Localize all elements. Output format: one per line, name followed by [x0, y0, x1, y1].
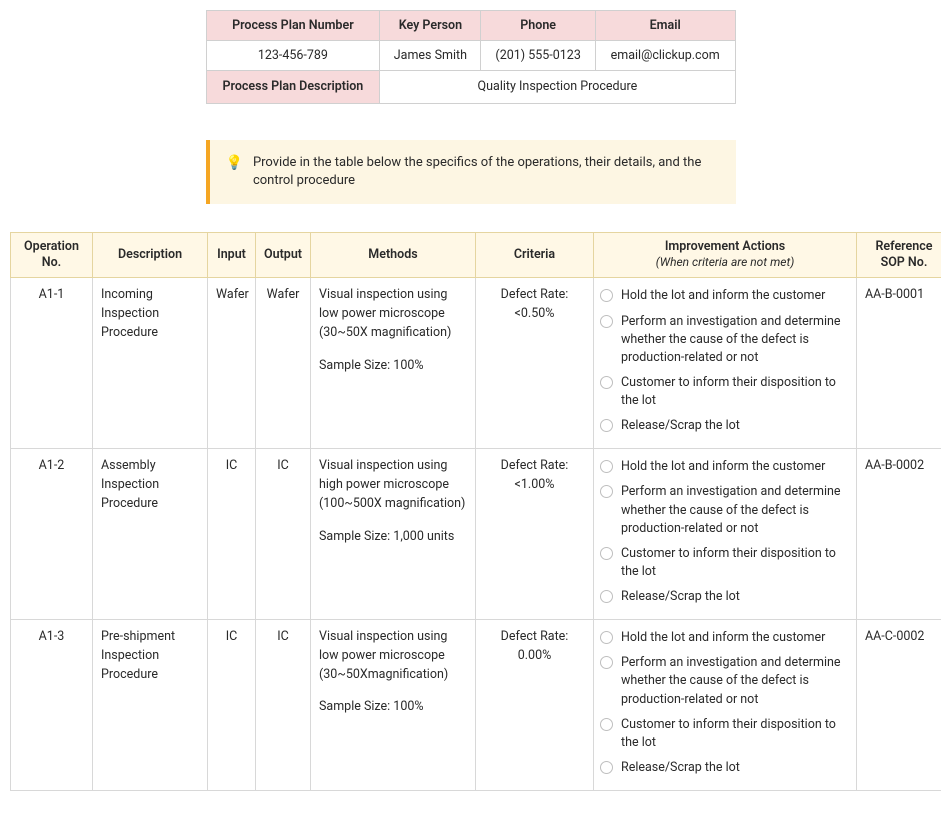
table-row: A1-1Incoming Inspection ProcedureWaferWa…: [11, 278, 941, 449]
radio-icon[interactable]: [600, 376, 613, 389]
action-item: Hold the lot and inform the customer: [600, 287, 850, 305]
op-output: Wafer: [256, 278, 311, 449]
radio-icon[interactable]: [600, 485, 613, 498]
action-item: Customer to inform their disposition to …: [600, 716, 850, 752]
radio-icon[interactable]: [600, 547, 613, 560]
action-text: Customer to inform their disposition to …: [621, 374, 850, 410]
action-item: Customer to inform their disposition to …: [600, 545, 850, 581]
op-actions: Hold the lot and inform the customer Perf…: [594, 620, 857, 791]
op-output: IC: [256, 449, 311, 620]
instruction-callout: 💡 Provide in the table below the specifi…: [206, 140, 736, 204]
process-plan-header-table: Process Plan Number Key Person Phone Ema…: [206, 10, 736, 104]
radio-icon[interactable]: [600, 656, 613, 669]
op-input: Wafer: [208, 278, 256, 449]
action-text: Release/Scrap the lot: [621, 417, 850, 435]
ops-th-1: Description: [93, 232, 208, 278]
op-criteria: Defect Rate:0.00%: [476, 620, 594, 791]
ops-th-7: Reference SOP No.: [857, 232, 941, 278]
header-val-email: email@clickup.com: [595, 41, 735, 71]
action-item: Release/Scrap the lot: [600, 417, 850, 435]
action-text: Customer to inform their disposition to …: [621, 716, 850, 752]
ops-th-2: Input: [208, 232, 256, 278]
action-text: Release/Scrap the lot: [621, 588, 850, 606]
table-row: A1-3Pre-shipment Inspection ProcedureICI…: [11, 620, 941, 791]
action-text: Customer to inform their disposition to …: [621, 545, 850, 581]
header-val-key-person: James Smith: [380, 41, 481, 71]
ops-th-5: Criteria: [476, 232, 594, 278]
op-description: Incoming Inspection Procedure: [93, 278, 208, 449]
table-row: A1-2Assembly Inspection ProcedureICICVis…: [11, 449, 941, 620]
action-text: Perform an investigation and determine w…: [621, 654, 850, 708]
action-text: Perform an investigation and determine w…: [621, 483, 850, 537]
ops-th-6: Improvement Actions(When criteria are no…: [594, 232, 857, 278]
action-item: Hold the lot and inform the customer: [600, 458, 850, 476]
op-output: IC: [256, 620, 311, 791]
action-item: Release/Scrap the lot: [600, 759, 850, 777]
radio-icon[interactable]: [600, 315, 613, 328]
operations-table: Operation No.DescriptionInputOutputMetho…: [10, 232, 941, 791]
action-text: Release/Scrap the lot: [621, 759, 850, 777]
op-methods: Visual inspection using high power micro…: [311, 449, 476, 620]
op-sop: AA-B-0002: [857, 449, 941, 620]
header-col-plan-number: Process Plan Number: [206, 11, 380, 41]
header-col-email: Email: [595, 11, 735, 41]
op-no: A1-3: [11, 620, 93, 791]
op-description: Assembly Inspection Procedure: [93, 449, 208, 620]
op-actions: Hold the lot and inform the customer Perf…: [594, 449, 857, 620]
op-sop: AA-C-0002: [857, 620, 941, 791]
op-methods: Visual inspection using low power micros…: [311, 278, 476, 449]
radio-icon[interactable]: [600, 718, 613, 731]
op-input: IC: [208, 620, 256, 791]
radio-icon[interactable]: [600, 590, 613, 603]
ops-th-0: Operation No.: [11, 232, 93, 278]
action-item: Perform an investigation and determine w…: [600, 483, 850, 537]
radio-icon[interactable]: [600, 631, 613, 644]
action-item: Perform an investigation and determine w…: [600, 654, 850, 708]
op-input: IC: [208, 449, 256, 620]
header-val-plan-number: 123-456-789: [206, 41, 380, 71]
action-text: Hold the lot and inform the customer: [621, 287, 850, 305]
radio-icon[interactable]: [600, 460, 613, 473]
op-methods: Visual inspection using low power micros…: [311, 620, 476, 791]
op-criteria: Defect Rate:<0.50%: [476, 278, 594, 449]
radio-icon[interactable]: [600, 761, 613, 774]
op-actions: Hold the lot and inform the customer Perf…: [594, 278, 857, 449]
action-item: Hold the lot and inform the customer: [600, 629, 850, 647]
action-item: Customer to inform their disposition to …: [600, 374, 850, 410]
op-no: A1-1: [11, 278, 93, 449]
header-col-phone: Phone: [481, 11, 595, 41]
op-no: A1-2: [11, 449, 93, 620]
action-text: Perform an investigation and determine w…: [621, 313, 850, 367]
header-col-key-person: Key Person: [380, 11, 481, 41]
ops-th-4: Methods: [311, 232, 476, 278]
radio-icon[interactable]: [600, 419, 613, 432]
header-desc-value: Quality Inspection Procedure: [380, 71, 735, 104]
op-description: Pre-shipment Inspection Procedure: [93, 620, 208, 791]
callout-text: Provide in the table below the specifics…: [253, 154, 720, 190]
action-text: Hold the lot and inform the customer: [621, 629, 850, 647]
op-criteria: Defect Rate:<1.00%: [476, 449, 594, 620]
ops-th-3: Output: [256, 232, 311, 278]
action-item: Perform an investigation and determine w…: [600, 313, 850, 367]
header-val-phone: (201) 555-0123: [481, 41, 595, 71]
action-item: Release/Scrap the lot: [600, 588, 850, 606]
header-desc-label: Process Plan Description: [206, 71, 380, 104]
op-sop: AA-B-0001: [857, 278, 941, 449]
action-text: Hold the lot and inform the customer: [621, 458, 850, 476]
radio-icon[interactable]: [600, 289, 613, 302]
lightbulb-icon: 💡: [226, 154, 243, 174]
